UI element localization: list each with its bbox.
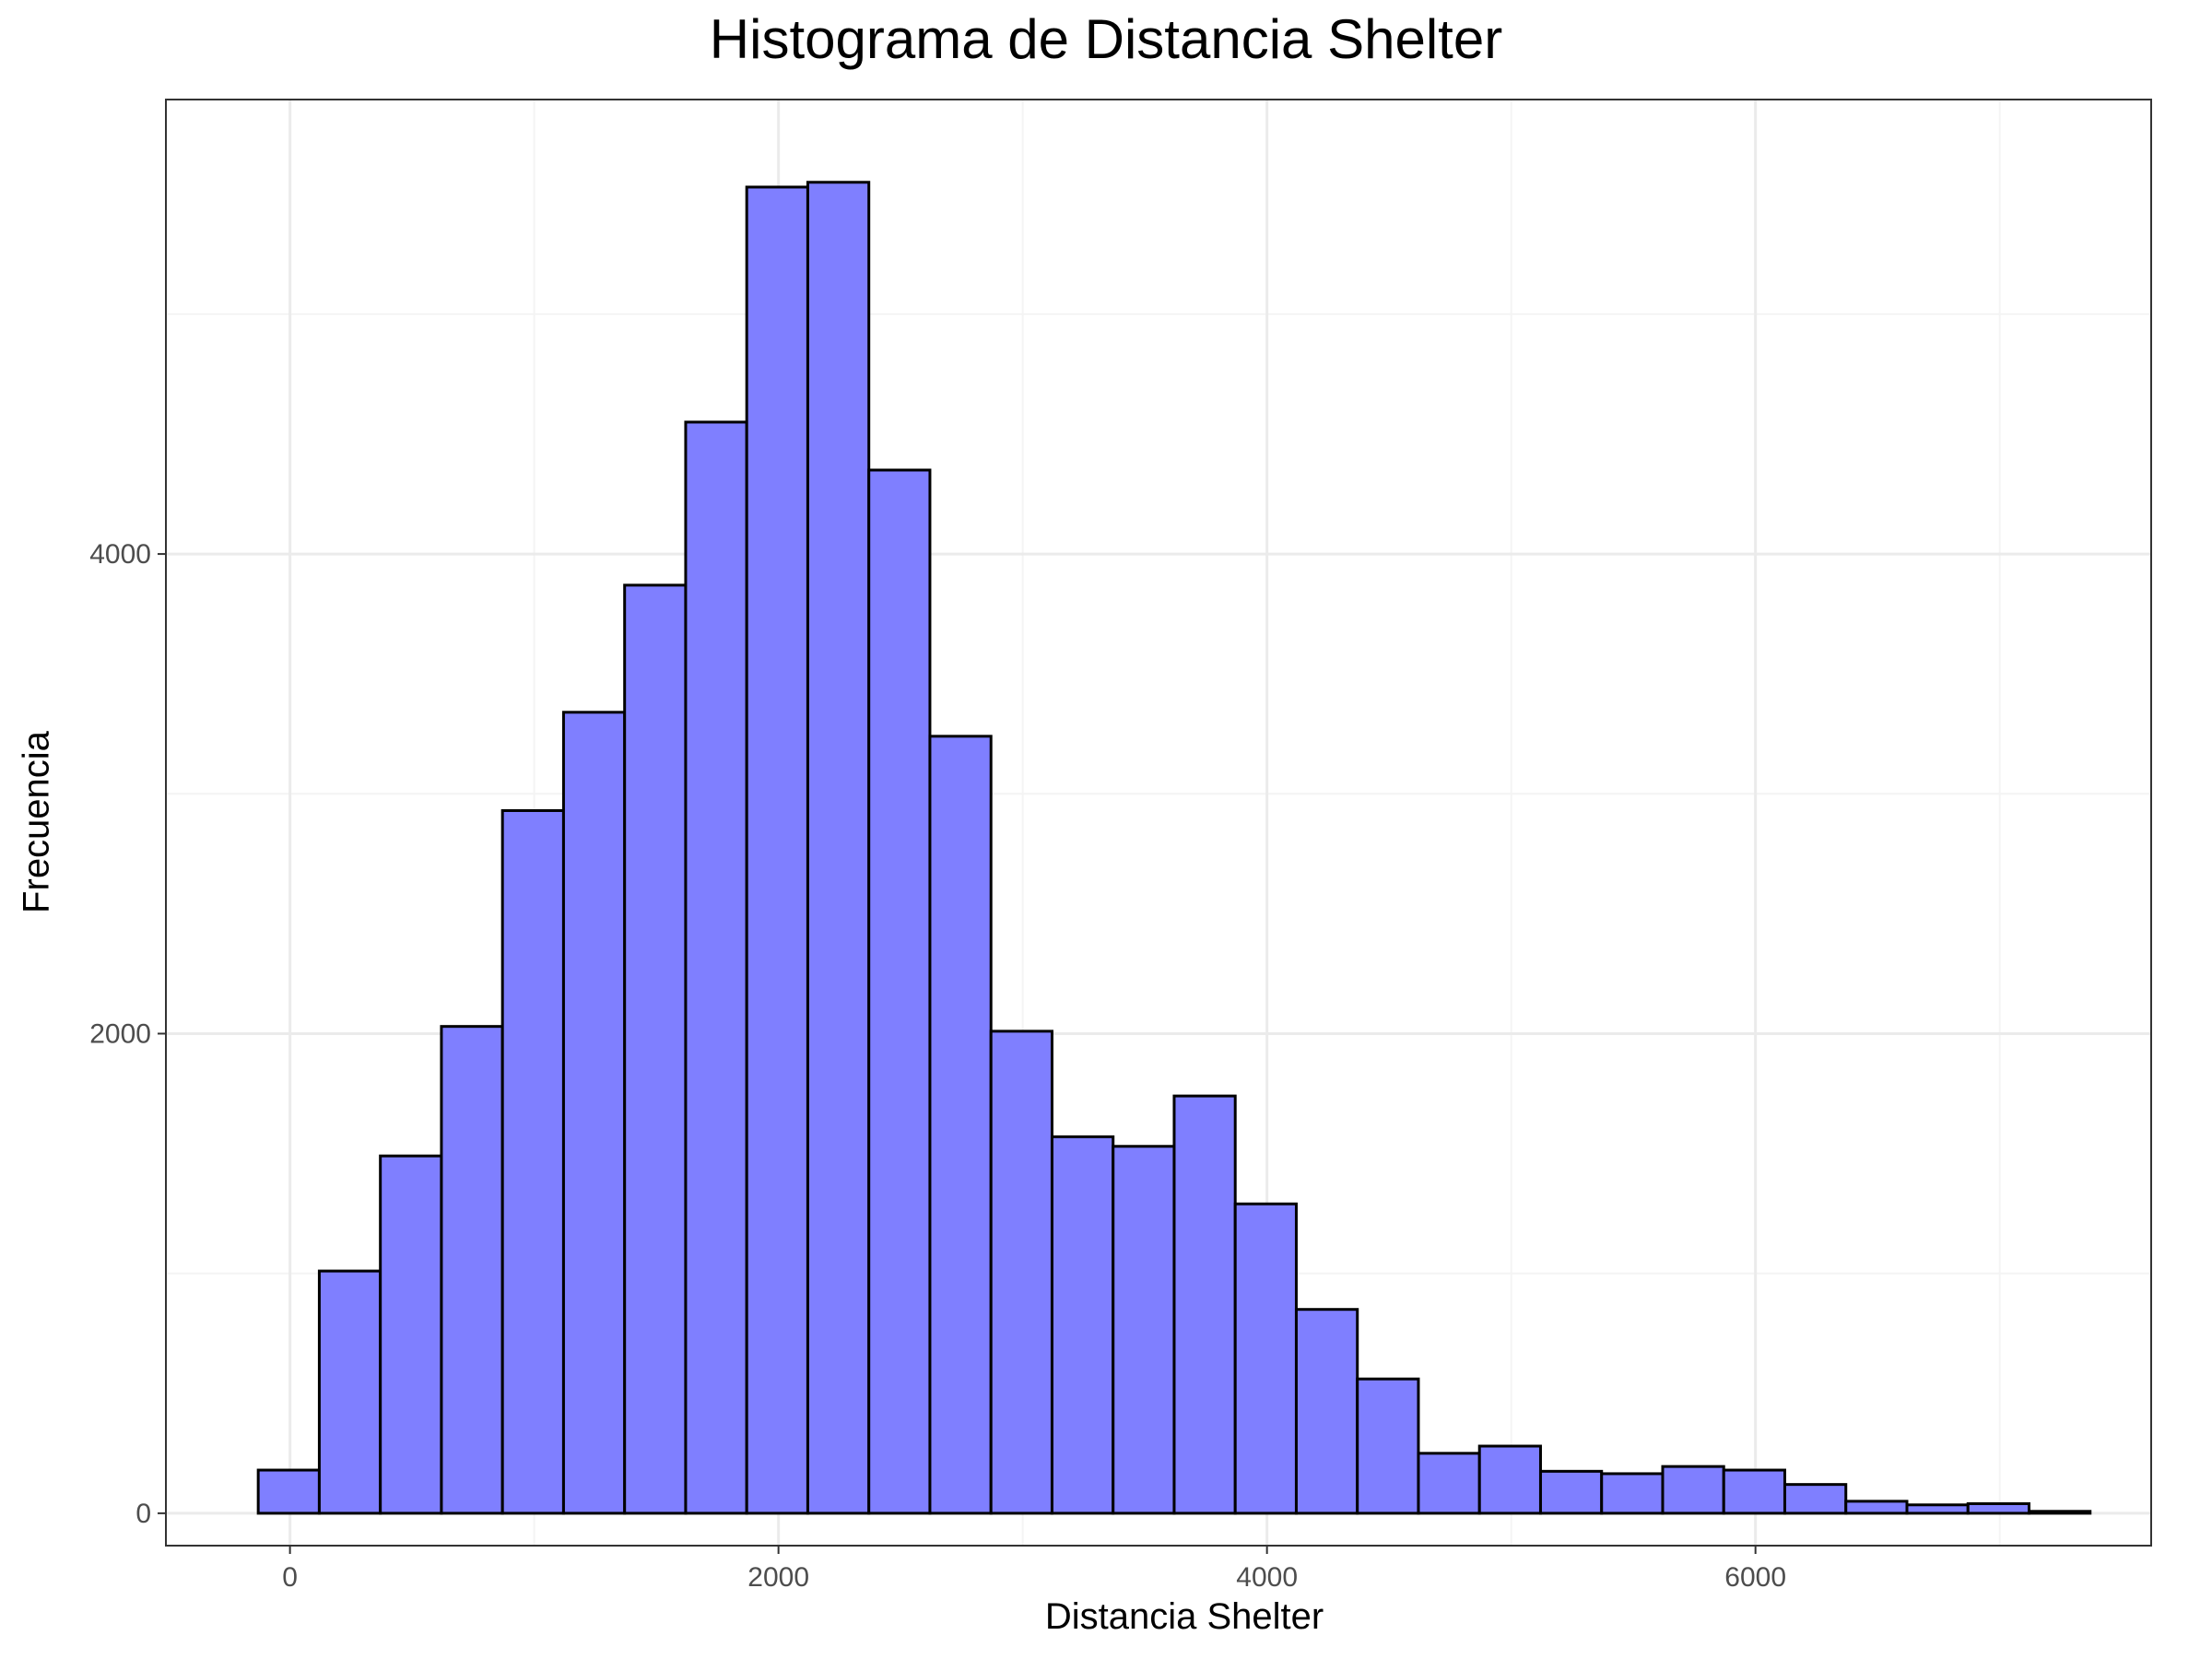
x-tick-label: 0 [282, 1562, 298, 1593]
histogram-bar [1844, 1500, 1909, 1515]
histogram-bar [684, 420, 748, 1515]
histogram-bar [1112, 1145, 1176, 1515]
histogram-bar [440, 1025, 504, 1515]
y-axis-label: Frecuencia [16, 731, 57, 913]
histogram-bar [867, 468, 932, 1515]
histogram-bar [1600, 1472, 1665, 1515]
histogram-bar [317, 1269, 382, 1515]
histogram-bar [1417, 1452, 1481, 1515]
x-tick-label: 2000 [747, 1562, 809, 1593]
histogram-bar [379, 1154, 443, 1515]
histogram-bar [1172, 1094, 1237, 1515]
histogram-bar [806, 181, 871, 1515]
histogram-bar [2027, 1510, 2092, 1515]
histogram-bar [1661, 1465, 1725, 1515]
y-tick-label: 0 [135, 1499, 151, 1529]
histogram-bar [745, 185, 809, 1515]
chart-title: Histograma de Distancia Shelter [709, 8, 1503, 70]
histogram-bar [500, 808, 565, 1515]
histogram-bar [1294, 1308, 1359, 1515]
histogram-bar [1356, 1377, 1420, 1515]
x-axis-label: Distancia Shelter [1044, 1596, 1324, 1637]
histogram-bar [928, 735, 993, 1515]
y-tick-label: 4000 [89, 539, 151, 570]
histogram-bar [1538, 1469, 1604, 1515]
histogram-bar [1722, 1468, 1786, 1515]
histogram-bar [561, 711, 627, 1515]
x-tick-label: 4000 [1236, 1562, 1298, 1593]
histogram-bar [1477, 1444, 1542, 1515]
histogram-bar [1783, 1483, 1848, 1515]
panel-border [165, 99, 2152, 1547]
histogram-bar [256, 1468, 321, 1515]
histogram-bar [1050, 1135, 1115, 1515]
histogram-bar [623, 583, 688, 1515]
histogram-bar [1966, 1501, 2030, 1515]
x-tick-label: 6000 [1724, 1562, 1786, 1593]
histogram-bar [1233, 1202, 1298, 1515]
histogram-bar [1905, 1503, 1970, 1515]
histogram-bar [989, 1030, 1053, 1515]
y-tick-label: 2000 [89, 1018, 151, 1049]
